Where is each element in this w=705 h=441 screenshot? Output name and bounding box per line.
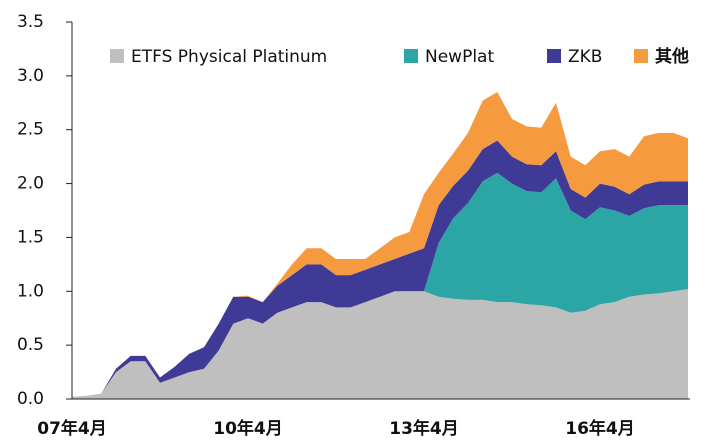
x-tick-label: 07年4月 — [37, 418, 107, 439]
y-tick-label: 2.5 — [17, 120, 44, 140]
x-tick-label: 10年4月 — [213, 418, 283, 439]
y-tick-label: 1.0 — [17, 281, 44, 301]
legend-label: ZKB — [568, 47, 602, 67]
legend-label: ETFS Physical Platinum — [131, 47, 327, 67]
y-tick-label: 1.5 — [17, 227, 44, 247]
x-tick-label: 13年4月 — [389, 418, 459, 439]
legend-swatch — [547, 49, 561, 63]
y-tick-label: 2.0 — [17, 174, 44, 194]
legend-label: NewPlat — [425, 47, 494, 67]
y-tick-label: 3.5 — [17, 12, 44, 32]
legend-swatch — [634, 49, 648, 63]
legend-label: 其他 — [655, 46, 689, 67]
area — [72, 172, 688, 397]
legend-swatch — [110, 49, 124, 63]
legend-swatch — [404, 49, 418, 63]
y-tick-label: 0.5 — [17, 335, 44, 355]
area — [72, 289, 688, 399]
y-tick-label: 3.0 — [17, 66, 44, 86]
x-tick-label: 16年4月 — [565, 418, 635, 439]
y-tick-label: 0.0 — [17, 389, 44, 409]
area — [72, 140, 688, 397]
